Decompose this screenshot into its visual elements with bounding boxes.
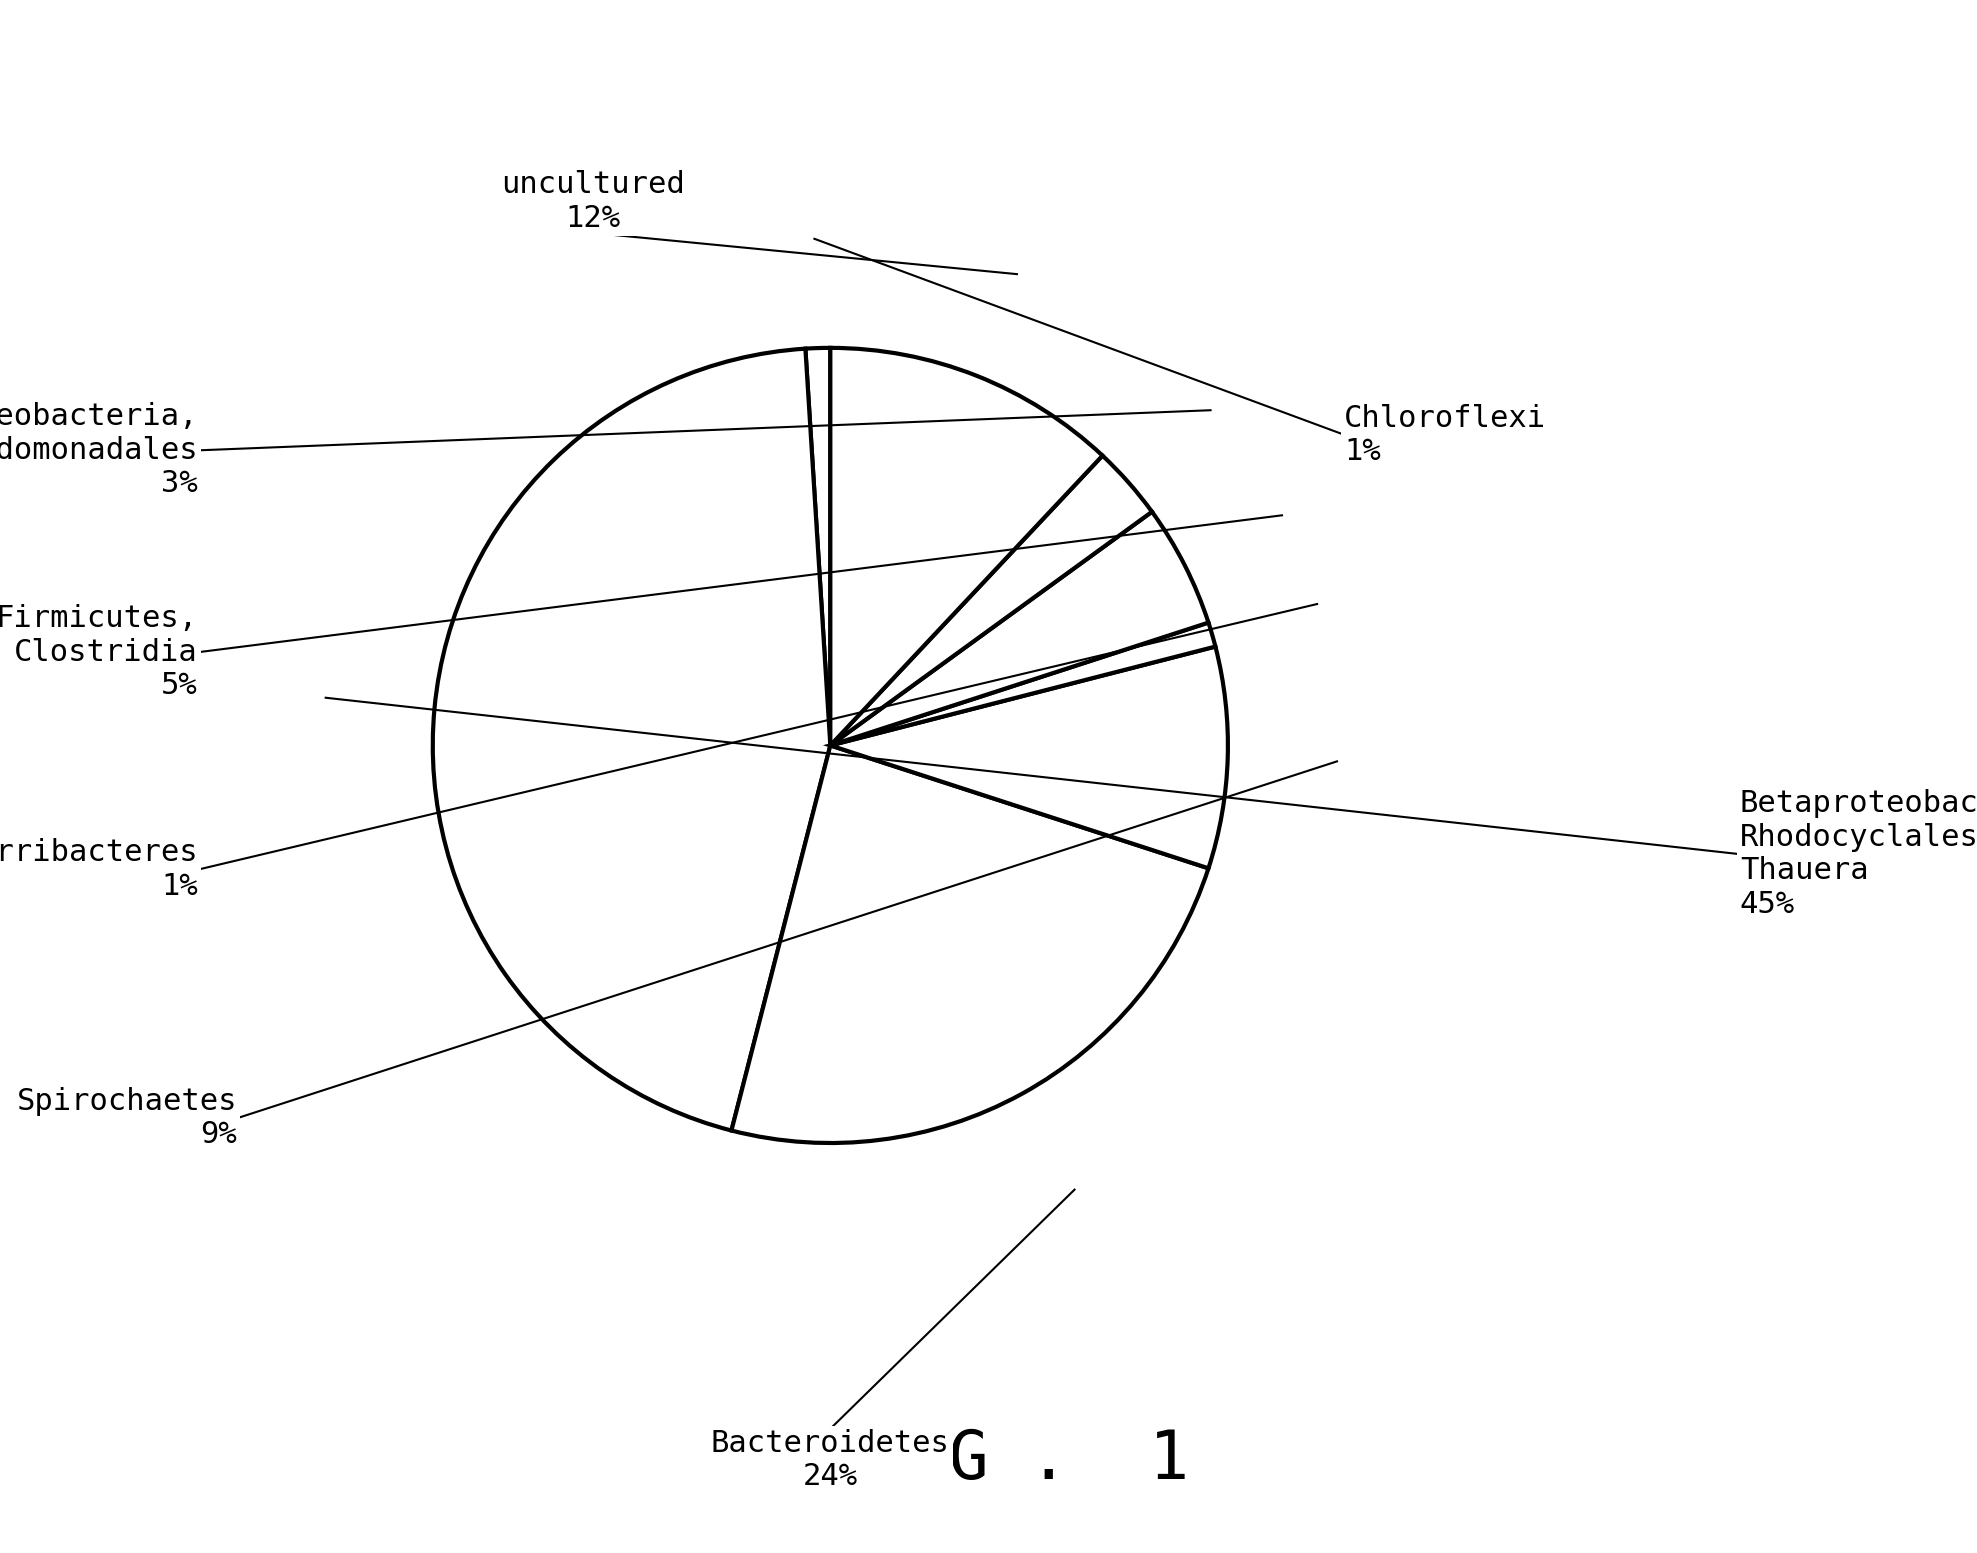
- Text: Bacteroidetes
24%: Bacteroidetes 24%: [712, 1429, 949, 1491]
- Wedge shape: [805, 348, 830, 745]
- Wedge shape: [830, 623, 1216, 745]
- Wedge shape: [433, 349, 830, 1131]
- Wedge shape: [830, 512, 1208, 745]
- Wedge shape: [830, 348, 1103, 745]
- Text: Gammaproteobacteria,
Pseudomonadales
3%: Gammaproteobacteria, Pseudomonadales 3%: [0, 402, 198, 499]
- Text: Chloroflexi
1%: Chloroflexi 1%: [1344, 404, 1546, 466]
- Wedge shape: [830, 455, 1153, 745]
- Wedge shape: [830, 646, 1228, 868]
- Wedge shape: [731, 745, 1208, 1143]
- Text: Deferribacteres
1%: Deferribacteres 1%: [0, 839, 198, 901]
- Text: Betaproteobacteria,
Rhodocyclales,
Thauera
45%: Betaproteobacteria, Rhodocyclales, Thaue…: [1740, 789, 1977, 919]
- Text: Firmicutes,
Clostridia
5%: Firmicutes, Clostridia 5%: [0, 604, 198, 700]
- Text: Spirochaetes
9%: Spirochaetes 9%: [16, 1087, 237, 1149]
- Text: uncultured
12%: uncultured 12%: [502, 171, 684, 233]
- Text: F I G .  1: F I G . 1: [789, 1427, 1188, 1492]
